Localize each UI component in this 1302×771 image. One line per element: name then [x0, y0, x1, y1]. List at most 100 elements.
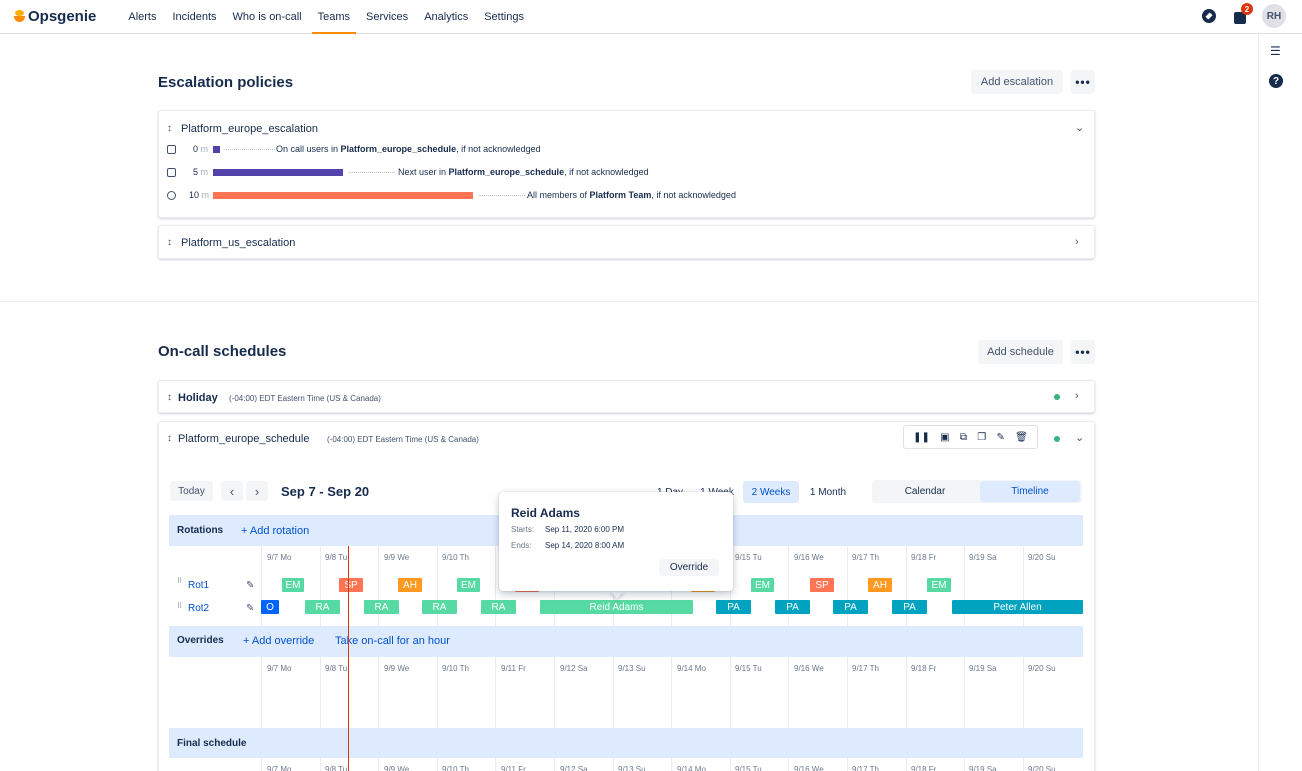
popover-user-name: Reid Adams	[511, 506, 580, 520]
opsgenie-logo[interactable]: Opsgenie	[14, 8, 96, 25]
rotation-shift-chip[interactable]: SP	[810, 578, 834, 592]
rotation-shift-chip[interactable]: RA	[305, 600, 340, 614]
escalation-policy-name[interactable]: Platform_us_escalation	[181, 237, 296, 249]
rotation-name[interactable]: Rot1	[188, 580, 210, 591]
rotation-shift-chip[interactable]: EM	[751, 578, 774, 592]
edit-icon[interactable]: ✎	[996, 431, 1005, 443]
nav-item-teams[interactable]: Teams	[310, 0, 358, 34]
day-column-divider	[319, 546, 321, 626]
day-label: 9/11 Fr	[501, 765, 526, 771]
edit-rotation-icon[interactable]: ✎	[246, 580, 255, 591]
day-label: 9/12 Sa	[560, 664, 588, 673]
rotation-name[interactable]: Rot2	[188, 603, 210, 614]
edit-rotation-icon[interactable]: ✎	[246, 603, 255, 614]
day-column-divider	[261, 546, 262, 626]
rotation-shift-chip[interactable]: RA	[364, 600, 399, 614]
day-label: 9/20 Su	[1028, 664, 1056, 673]
day-label: 9/16 We	[794, 664, 824, 673]
nav-item-services[interactable]: Services	[366, 10, 409, 23]
day-column-divider	[964, 546, 966, 626]
timeline-view-button[interactable]: Timeline	[980, 481, 1080, 502]
drag-handle-icon[interactable]: ⠿	[177, 603, 183, 610]
avatar[interactable]: RH	[1262, 4, 1286, 28]
day-label: 9/8 Tu	[325, 664, 348, 673]
rotation-shift-chip[interactable]: SP	[339, 578, 363, 592]
rotation-shift-chip[interactable]: PA	[775, 600, 810, 614]
schedule-more-button[interactable]: •••	[1071, 340, 1095, 364]
add-schedule-button[interactable]: Add schedule	[978, 340, 1063, 364]
take-oncall-link[interactable]: Take on-call for an hour	[335, 635, 450, 647]
rotation-shift-chip[interactable]: AH	[398, 578, 422, 592]
day-column-divider	[495, 657, 497, 728]
help-icon[interactable]: ?	[1269, 74, 1283, 88]
schedule-name[interactable]: Holiday	[178, 392, 218, 404]
add-escalation-button[interactable]: Add escalation	[971, 70, 1063, 94]
status-dot	[1054, 394, 1060, 400]
escalation-policy-name[interactable]: Platform_europe_escalation	[181, 123, 318, 135]
nav-item-settings[interactable]: Settings	[484, 10, 524, 23]
pause-icon[interactable]: ❚❚	[913, 431, 930, 443]
day-label: 9/20 Su	[1028, 765, 1056, 771]
day-label: 9/10 Th	[442, 664, 469, 673]
copy-icon[interactable]: ❐	[977, 431, 987, 443]
calendar-sync-icon[interactable]: ⧉	[959, 431, 967, 443]
day-column-divider	[495, 546, 497, 626]
add-rotation-link[interactable]: + Add rotation	[241, 525, 310, 537]
drag-handle-icon[interactable]: ↕	[167, 433, 172, 444]
drag-handle-icon[interactable]: ↕	[167, 237, 172, 248]
rotation-shift-chip[interactable]: RA	[481, 600, 516, 614]
day-column-divider	[729, 758, 731, 771]
rotation-shift-chip[interactable]: EM	[282, 578, 304, 592]
schedule-card-holiday[interactable]: ↕ Holiday (-04:00) EDT Eastern Time (US …	[158, 380, 1095, 413]
chevron-right-icon[interactable]: ›	[1075, 390, 1079, 402]
status-dot	[1054, 436, 1060, 442]
rotation-shift-chip[interactable]: RA	[422, 600, 457, 614]
nav-item-incidents[interactable]: Incidents	[172, 10, 217, 23]
nav-item-analytics[interactable]: Analytics	[424, 10, 469, 23]
rotation-shift-chip[interactable]: PA	[892, 600, 927, 614]
rotation-shift-chip[interactable]: AH	[868, 578, 892, 592]
next-period-button[interactable]: ›	[246, 481, 268, 501]
override-button[interactable]: Override	[659, 559, 719, 576]
calendar-icon[interactable]: ▣	[940, 431, 950, 443]
popover-starts-label: Starts:	[511, 525, 535, 534]
escalation-more-button[interactable]: •••	[1071, 70, 1095, 94]
notification-badge: 2	[1241, 3, 1253, 15]
rotation-shift-chip[interactable]: Peter Allen	[952, 600, 1083, 614]
rotation-shift-chip[interactable]: EM	[927, 578, 951, 592]
rotation-shift-chip[interactable]: O	[261, 600, 279, 614]
rotation-shift-chip[interactable]: PA	[716, 600, 751, 614]
day-column-divider	[671, 758, 673, 771]
compass-icon[interactable]	[1202, 9, 1216, 23]
delete-icon[interactable]: 🗑	[1015, 431, 1028, 443]
prev-period-button[interactable]: ‹	[221, 481, 243, 501]
day-label: 9/16 We	[794, 765, 824, 771]
drag-handle-icon[interactable]: ⠿	[177, 578, 183, 585]
today-button[interactable]: Today	[170, 481, 213, 501]
rotation-shift-chip[interactable]: PA	[833, 600, 868, 614]
add-override-link[interactable]: + Add override	[243, 635, 315, 647]
day-label: 9/17 Th	[852, 765, 879, 771]
day-column-divider	[905, 546, 907, 626]
schedule-timezone: (-04:00) EDT Eastern Time (US & Canada)	[327, 435, 479, 444]
gift-icon[interactable]: 2	[1234, 3, 1253, 24]
panel-toggle-icon[interactable]: ☰	[1270, 44, 1281, 58]
day-label: 9/15 Tu	[735, 765, 762, 771]
schedule-name[interactable]: Platform_europe_schedule	[178, 433, 310, 445]
day-label: 9/9 We	[384, 664, 410, 673]
escalation-policies-title: Escalation policies	[158, 74, 294, 91]
chevron-down-icon[interactable]: ⌄	[1075, 122, 1085, 134]
drag-handle-icon[interactable]: ↕	[167, 123, 172, 134]
rotation-shift-chip[interactable]: Reid Adams	[540, 600, 693, 614]
calendar-view-button[interactable]: Calendar	[904, 486, 946, 497]
drag-handle-icon[interactable]: ↕	[167, 392, 172, 403]
rotation-shift-chip[interactable]: EM	[457, 578, 480, 592]
period-2-weeks[interactable]: 2 Weeks	[743, 481, 799, 503]
period-1-month[interactable]: 1 Month	[809, 486, 847, 498]
chevron-right-icon[interactable]: ›	[1075, 236, 1079, 248]
nav-item-who-is-on-call[interactable]: Who is on-call	[232, 10, 302, 23]
nav-item-alerts[interactable]: Alerts	[128, 10, 157, 23]
escalation-card-us[interactable]: ↕ Platform_us_escalation ›	[158, 225, 1095, 259]
popover-ends-label: Ends:	[511, 541, 532, 550]
chevron-down-icon[interactable]: ⌄	[1075, 432, 1085, 444]
